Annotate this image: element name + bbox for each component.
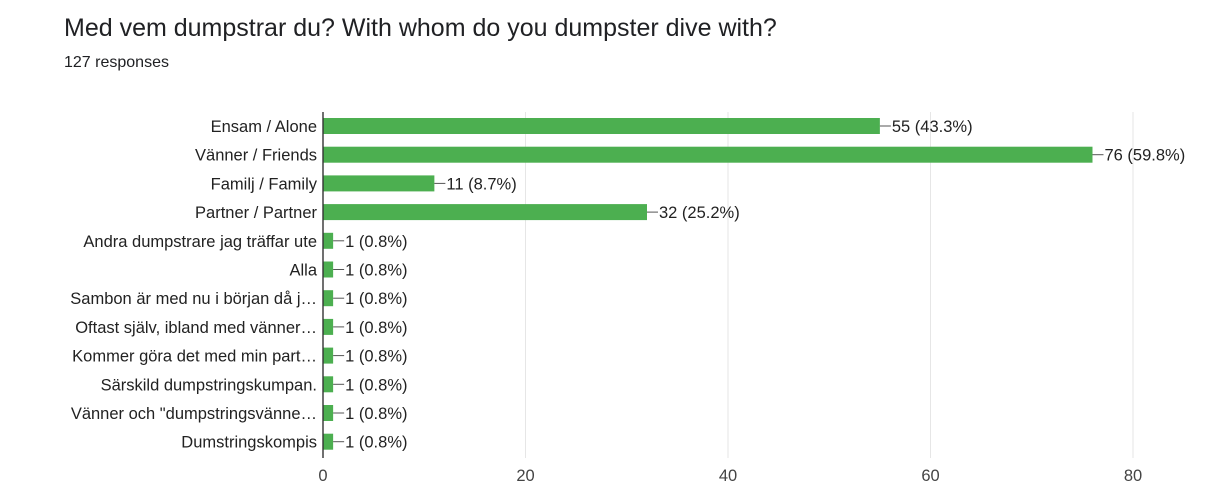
category-label: Särskild dumpstringskumpan. xyxy=(101,376,317,394)
data-label: 55 (43.3%) xyxy=(892,118,973,136)
category-label: Dumstringskompis xyxy=(181,434,317,452)
x-tick-label: 20 xyxy=(516,467,534,485)
data-label: 1 (0.8%) xyxy=(345,290,407,308)
category-label: Alla xyxy=(289,262,317,280)
bar xyxy=(323,290,334,307)
category-label: Ensam / Alone xyxy=(211,118,317,136)
x-tick-label: 40 xyxy=(719,467,737,485)
bar xyxy=(323,232,334,249)
x-tick-label: 60 xyxy=(921,467,939,485)
bar xyxy=(323,405,334,421)
data-label: 1 (0.8%) xyxy=(345,319,407,337)
data-label: 1 (0.8%) xyxy=(345,262,407,280)
x-tick-label: 0 xyxy=(318,467,327,485)
category-label: Oftast själv, ibland med vänner… xyxy=(75,319,317,337)
bar xyxy=(323,261,334,278)
bar xyxy=(323,118,880,134)
bar xyxy=(323,347,334,364)
category-label: Vänner och "dumpstringsvänne… xyxy=(71,405,317,423)
category-label: Vänner / Friends xyxy=(195,147,317,165)
data-label: 1 (0.8%) xyxy=(345,348,407,366)
bar xyxy=(323,146,1093,163)
category-label: Partner / Partner xyxy=(195,204,317,222)
bar xyxy=(323,376,334,393)
data-label: 1 (0.8%) xyxy=(345,233,407,251)
data-label: 1 (0.8%) xyxy=(345,434,407,452)
data-label: 32 (25.2%) xyxy=(659,204,740,222)
bar xyxy=(323,433,334,450)
data-label: 1 (0.8%) xyxy=(345,376,407,394)
category-label: Familj / Family xyxy=(211,175,318,193)
bar xyxy=(323,318,334,335)
chart-title: Med vem dumpstrar du? With whom do you d… xyxy=(64,14,777,42)
category-label: Sambon är med nu i början då j… xyxy=(70,290,317,308)
x-tick-label: 80 xyxy=(1124,467,1142,485)
response-count: 127 responses xyxy=(64,54,169,71)
category-label: Andra dumpstrare jag träffar ute xyxy=(83,233,317,251)
category-label: Kommer göra det med min part… xyxy=(72,348,317,366)
bar xyxy=(323,175,435,192)
data-label: 1 (0.8%) xyxy=(345,405,407,423)
data-label: 76 (59.8%) xyxy=(1105,147,1186,165)
data-label: 11 (8.7%) xyxy=(446,175,516,193)
bar xyxy=(323,204,647,221)
